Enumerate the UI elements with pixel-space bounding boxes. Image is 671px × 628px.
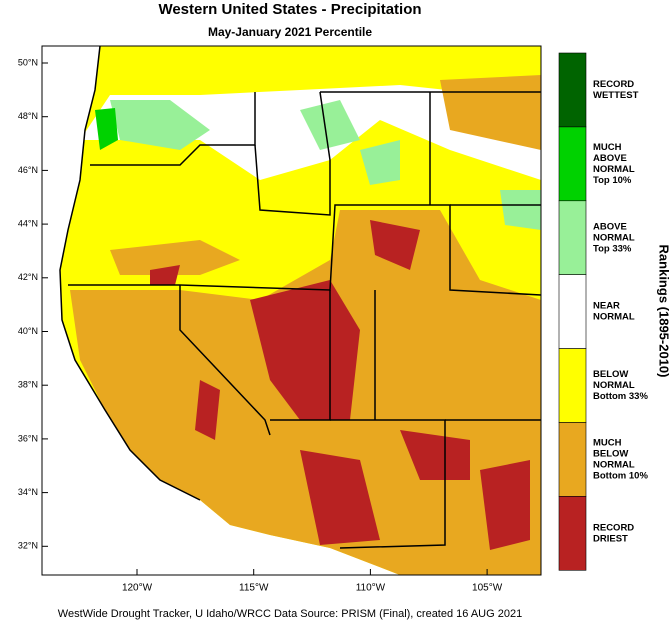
legend-swatch [558,126,587,202]
legend-label: Top 33% [593,243,632,254]
legend-label: NORMAL [593,312,635,323]
subtitle: May-January 2021 Percentile [208,25,372,39]
legend-label: NORMAL [593,459,635,470]
legend-swatch [558,348,587,423]
title: Western United States - Precipitation [158,1,421,18]
legend-label: BELOW [593,369,628,380]
state-borders [59,46,541,549]
lon-axis: 120°W 115°W 110°W 105°W [122,569,503,594]
legend-label: Bottom 10% [593,470,648,481]
legend-label: ABOVE [593,153,627,164]
lat-label: 42°N [18,272,38,282]
legend-label: DRIEST [593,533,628,544]
lat-label: 48°N [18,111,38,121]
record-driest [150,220,530,550]
map-frame [41,45,542,576]
legend-label: BELOW [593,448,628,459]
legend-label: MUCH [593,437,622,448]
lat-axis: 50°N 48°N 46°N 44°N 42°N 40°N 38°N 36°N 34°N 32°N [18,57,48,551]
much-above [95,108,118,150]
legend-label: NEAR [593,301,620,312]
lat-label: 40°N [18,326,38,336]
legend-swatch [558,52,587,128]
legend-title: Rankings (1895-2010) [657,245,671,378]
legend-label: Bottom 33% [593,391,648,402]
legend-swatch [558,496,587,571]
legend-label: Top 10% [593,175,632,186]
lat-label: 44°N [18,218,38,228]
lon-label: 105°W [472,583,503,594]
legend-label: NORMAL [593,232,635,243]
legend-swatch [558,422,587,497]
legend-swatch [558,200,587,276]
lat-label: 50°N [18,57,38,67]
legend-label: RECORD [593,522,634,533]
lon-label: 120°W [122,583,153,594]
near-normal [80,85,541,180]
lat-label: 38°N [18,380,38,390]
legend-label: MUCH [593,142,622,153]
lat-label: 34°N [18,487,38,497]
lon-label: 110°W [356,583,386,594]
legend-swatch [558,274,587,349]
lat-label: 32°N [18,541,38,551]
lat-label: 46°N [18,165,38,175]
legend-label: WETTEST [593,90,639,101]
legend-label: NORMAL [593,164,635,175]
map-area [41,45,542,576]
legend-label: ABOVE [593,221,627,232]
lat-label: 36°N [18,433,38,443]
legend-label: RECORD [593,79,634,90]
footer: WestWide Drought Tracker, U Idaho/WRCC D… [58,608,522,620]
lon-label: 115°W [239,583,269,594]
legend-label: NORMAL [593,380,635,391]
